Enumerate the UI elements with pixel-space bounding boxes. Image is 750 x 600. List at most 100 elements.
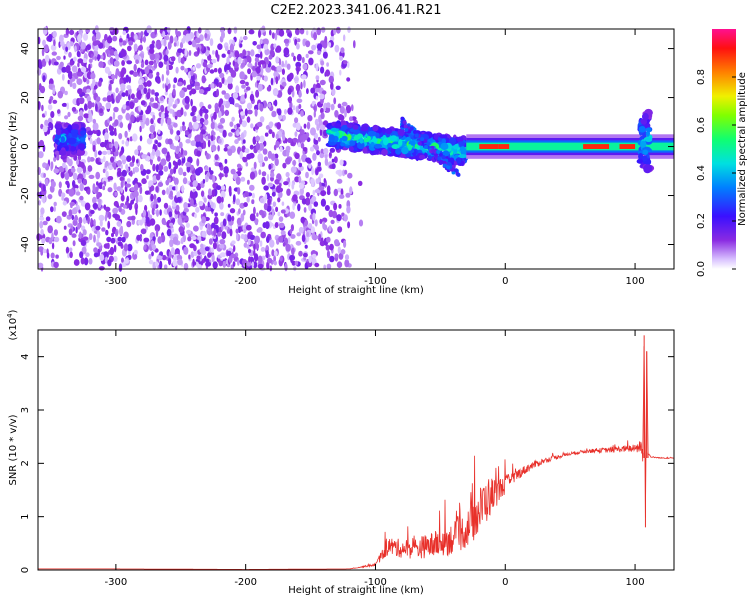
noise-speck [349, 186, 353, 195]
noise-speck [258, 169, 262, 176]
noise-speck [219, 98, 224, 105]
noise-speck [325, 69, 331, 77]
noise-speck [263, 43, 269, 50]
noise-speck [266, 86, 271, 92]
noise-speck [68, 209, 73, 217]
noise-speck [314, 118, 319, 126]
noise-speck [130, 215, 136, 221]
noise-speck [308, 162, 312, 169]
noise-speck [229, 43, 235, 52]
noise-speck [141, 178, 147, 185]
noise-speck [340, 188, 344, 197]
noise-speck [98, 266, 105, 271]
noise-speck [324, 205, 330, 211]
noise-speck [259, 197, 264, 204]
noise-speck [42, 75, 46, 83]
noise-speck [106, 242, 110, 249]
noise-speck [245, 86, 251, 91]
noise-speck [311, 253, 317, 259]
noise-speck [104, 66, 110, 74]
noise-speck [305, 171, 309, 179]
noise-speck [320, 60, 325, 66]
noise-speck [42, 195, 46, 204]
noise-speck [112, 111, 116, 120]
noise-speck [263, 185, 269, 191]
noise-speck [211, 144, 217, 152]
noise-speck [119, 83, 126, 89]
noise-speck [75, 226, 78, 234]
noise-speck [150, 118, 154, 125]
noise-speck [260, 231, 267, 239]
noise-speck [213, 216, 219, 225]
noise-speck [69, 60, 74, 66]
noise-speck [195, 206, 200, 213]
noise-speck [129, 161, 135, 167]
noise-speck [298, 250, 303, 257]
noise-speck [122, 30, 127, 35]
noise-speck [160, 104, 165, 113]
noise-speck [132, 71, 139, 77]
noise-speck [268, 129, 273, 135]
noise-speck [235, 198, 241, 206]
noise-speck [252, 41, 257, 46]
noise-speck [183, 262, 189, 271]
noise-speck [149, 43, 155, 50]
noise-speck [237, 259, 240, 266]
noise-speck [92, 118, 97, 124]
noise-speck [125, 183, 132, 188]
noise-speck [151, 207, 156, 216]
noise-speck [50, 180, 56, 188]
noise-speck [320, 112, 325, 120]
noise-speck [247, 232, 251, 240]
noise-speck [123, 243, 129, 252]
noise-speck [161, 254, 167, 261]
noise-speck [76, 72, 83, 77]
noise-speck [229, 208, 236, 214]
noise-speck [53, 261, 59, 269]
noise-speck [103, 251, 109, 259]
noise-speck [243, 228, 247, 234]
noise-speck [303, 79, 306, 89]
noise-speck [239, 43, 243, 48]
noise-speck [321, 217, 328, 223]
noise-speck [227, 82, 233, 90]
noise-speck [282, 134, 286, 141]
spike-region [643, 164, 653, 173]
noise-speck [309, 146, 315, 152]
noise-speck [65, 246, 70, 254]
noise-speck [257, 255, 263, 264]
noise-speck [175, 66, 179, 74]
noise-speck [189, 90, 192, 96]
noise-speck [244, 108, 248, 117]
noise-speck [151, 89, 155, 95]
noise-speck [83, 33, 88, 41]
noise-speck [227, 75, 233, 84]
noise-speck [50, 111, 55, 118]
noise-speck [310, 87, 316, 94]
noise-speck [117, 114, 123, 120]
noise-speck [345, 105, 352, 114]
snr-ylabel: SNR (10 * v/v) [8, 414, 19, 485]
noise-speck [323, 178, 326, 183]
noise-speck [139, 135, 143, 142]
noise-speck [134, 254, 138, 260]
noise-speck [166, 228, 172, 237]
noise-speck [351, 104, 354, 112]
noise-speck [90, 53, 94, 58]
noise-speck [233, 245, 236, 252]
noise-speck [185, 222, 190, 228]
noise-speck [289, 254, 296, 261]
noise-speck [207, 133, 211, 140]
noise-speck [326, 236, 331, 243]
noise-speck [283, 181, 289, 186]
signal-band-left [63, 123, 68, 128]
noise-speck [252, 66, 256, 72]
noise-speck [81, 246, 87, 255]
noise-speck [95, 171, 101, 180]
signal-streak [450, 167, 455, 172]
noise-speck [121, 236, 126, 243]
signal-band-left [71, 131, 78, 138]
noise-speck [174, 135, 180, 141]
signal-band-drift [357, 141, 365, 150]
noise-speck [338, 114, 345, 121]
